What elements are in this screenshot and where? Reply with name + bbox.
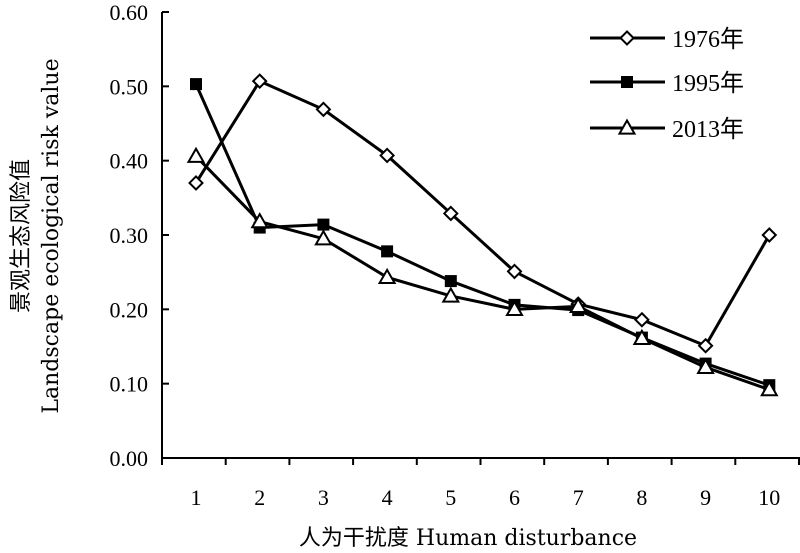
data-point bbox=[568, 296, 588, 313]
y-tick-label: 0.30 bbox=[110, 223, 149, 248]
y-axis-title-line1: 景观生态风险值 bbox=[9, 159, 34, 313]
legend-label: 1976年 bbox=[672, 26, 744, 53]
data-point bbox=[317, 218, 330, 231]
legend-marker bbox=[617, 118, 637, 135]
data-point bbox=[379, 147, 396, 164]
data-point bbox=[251, 73, 268, 90]
series-1 bbox=[188, 73, 778, 354]
y-tick-label: 0.50 bbox=[110, 74, 149, 99]
data-point bbox=[381, 245, 394, 258]
legend-label: 1995年 bbox=[672, 70, 744, 97]
x-tick-label: 5 bbox=[445, 485, 456, 510]
series-line bbox=[194, 79, 771, 348]
data-point bbox=[442, 205, 459, 222]
data-point bbox=[377, 267, 397, 284]
x-tick-label: 7 bbox=[573, 485, 584, 510]
y-axis-ticks: 0.00 0.10 0.20 0.30 0.40 0.50 0.60 bbox=[110, 0, 169, 471]
y-tick-label: 0.40 bbox=[110, 149, 149, 174]
data-point bbox=[697, 337, 714, 354]
data-point bbox=[186, 146, 206, 163]
y-tick-label: 0.00 bbox=[110, 446, 149, 471]
x-tick-label: 6 bbox=[509, 485, 520, 510]
y-axis-title-line2: Landscape ecological risk value bbox=[39, 58, 64, 413]
series-group bbox=[186, 73, 779, 397]
x-tick-label: 8 bbox=[636, 485, 647, 510]
data-point bbox=[506, 263, 523, 280]
legend-marker bbox=[619, 30, 635, 46]
data-point bbox=[696, 357, 715, 374]
data-point bbox=[441, 286, 461, 303]
y-tick-label: 0.10 bbox=[110, 372, 149, 397]
data-point bbox=[250, 212, 269, 229]
series-line bbox=[194, 83, 770, 387]
data-point bbox=[761, 227, 778, 243]
legend-label: 2013年 bbox=[672, 116, 744, 143]
data-point bbox=[632, 328, 652, 345]
legend-marker bbox=[621, 76, 633, 88]
series-3 bbox=[186, 146, 779, 397]
x-tick-label: 9 bbox=[700, 485, 711, 510]
x-axis-title: 人为干扰度 Human disturbance bbox=[299, 526, 637, 551]
data-point bbox=[633, 311, 650, 328]
x-tick-label: 1 bbox=[191, 485, 202, 510]
y-tick-label: 0.20 bbox=[110, 297, 149, 322]
x-tick-label: 3 bbox=[318, 485, 329, 510]
y-axis-title: 景观生态风险值 Landscape ecological risk value bbox=[9, 58, 64, 413]
data-point bbox=[505, 299, 524, 316]
data-point bbox=[190, 78, 202, 91]
series-line bbox=[194, 155, 770, 392]
data-point bbox=[760, 380, 779, 397]
data-point bbox=[315, 101, 332, 118]
data-point bbox=[188, 175, 204, 191]
data-point bbox=[444, 275, 457, 288]
x-tick-label: 2 bbox=[254, 485, 265, 510]
x-tick-label: 4 bbox=[382, 485, 393, 510]
legend: 1976年 1995年 2013年 bbox=[590, 26, 744, 143]
x-tick-label: 10 bbox=[758, 485, 780, 510]
data-point bbox=[314, 229, 333, 246]
x-axis-ticks: 1 2 3 4 5 6 7 8 9 10 bbox=[161, 458, 800, 510]
y-tick-label: 0.60 bbox=[110, 0, 149, 25]
